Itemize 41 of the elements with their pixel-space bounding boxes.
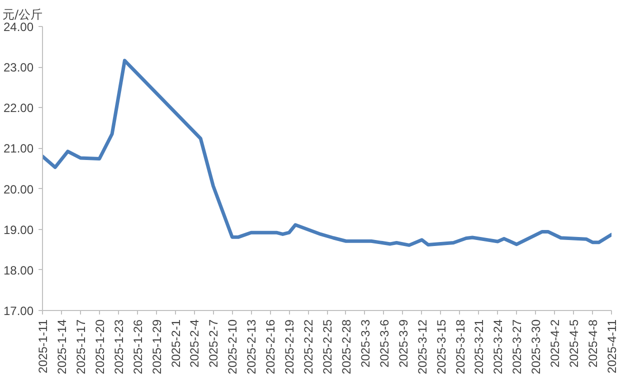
x-tick-label: 2025-2-19 xyxy=(282,319,297,374)
y-tick-label: 17.00 xyxy=(3,304,34,318)
x-tick-label: 2025-1-26 xyxy=(130,319,145,374)
x-tick-label: 2025-2-16 xyxy=(264,319,278,374)
x-tick-label: 2025-1-23 xyxy=(112,319,126,374)
x-tick-label: 2025-2-7 xyxy=(206,319,221,368)
x-tick-label: 2025-2-1 xyxy=(168,319,183,368)
x-tick-label: 2025-3-27 xyxy=(510,319,524,374)
x-tick-label: 2025-3-15 xyxy=(434,319,448,374)
x-tick-label: 2025-3-6 xyxy=(377,319,392,368)
y-axis-title: 元/公斤 xyxy=(2,8,43,22)
x-tick-label: 2025-1-29 xyxy=(150,319,164,374)
y-tick-label: 18.00 xyxy=(3,263,34,278)
y-tick-label: 20.00 xyxy=(3,182,34,196)
x-tick-label: 2025-3-12 xyxy=(415,319,430,374)
y-tick-label: 24.00 xyxy=(3,20,34,34)
y-tick-label: 21.00 xyxy=(3,142,34,156)
x-tick-label: 2025-1-14 xyxy=(54,319,69,374)
line-series xyxy=(42,58,612,247)
x-tick-label: 2025-3-21 xyxy=(472,319,486,374)
y-tick-label: 22.00 xyxy=(3,101,34,116)
x-tick-label: 2025-1-11 xyxy=(36,319,50,374)
x-tick-label: 2025-4-8 xyxy=(586,319,600,368)
y-tick-label: 19.00 xyxy=(3,222,34,237)
x-tick-label: 2025-1-17 xyxy=(74,319,88,374)
x-tick-label: 2025-2-10 xyxy=(226,319,240,374)
x-tick-label: 2025-2-25 xyxy=(320,319,334,374)
x-tick-label: 2025-3-30 xyxy=(529,319,544,374)
x-tick-label: 2025-4-5 xyxy=(567,319,582,368)
x-tick-label: 2025-3-9 xyxy=(396,319,410,368)
x-tick-label: 2025-4-2 xyxy=(548,319,562,368)
x-tick-label: 2025-4-11 xyxy=(605,319,619,374)
x-tick-label: 2025-1-20 xyxy=(92,319,107,374)
x-tick-label: 2025-2-28 xyxy=(339,319,354,374)
x-tick-label: 2025-3-24 xyxy=(491,319,506,374)
x-tick-label: 2025-2-13 xyxy=(244,319,259,374)
x-tick-label: 2025-3-3 xyxy=(358,319,372,368)
x-tick-label: 2025-2-22 xyxy=(302,319,316,374)
x-tick-label: 2025-2-4 xyxy=(188,319,202,368)
y-tick-label: 23.00 xyxy=(3,60,34,75)
x-tick-label: 2025-3-18 xyxy=(453,319,468,374)
